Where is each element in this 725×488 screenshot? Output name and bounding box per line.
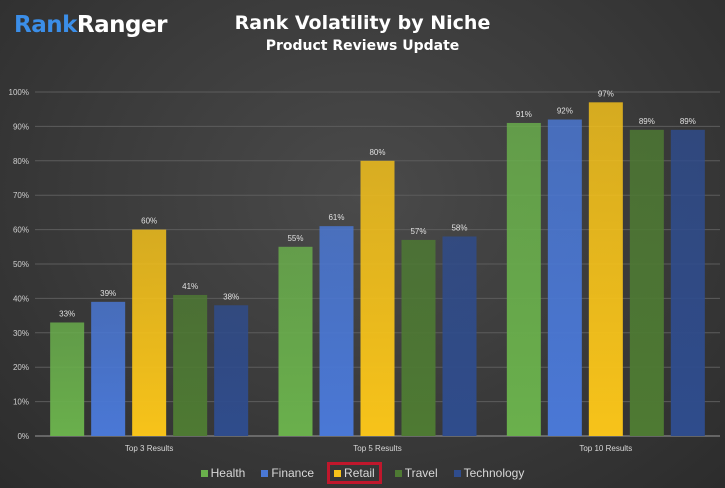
legend-label: Finance	[271, 466, 315, 480]
bar	[132, 229, 167, 436]
data-label: 89%	[680, 117, 696, 126]
y-tick-label: 20%	[13, 363, 29, 372]
legend-item-technology: Technology	[451, 464, 528, 482]
y-tick-label: 30%	[13, 329, 29, 338]
bar	[629, 129, 664, 436]
bar	[547, 119, 582, 437]
legend-swatch	[453, 469, 461, 477]
bar	[278, 246, 313, 436]
bar	[50, 322, 85, 436]
data-label: 55%	[287, 234, 303, 243]
data-label: 92%	[557, 107, 573, 116]
data-label: 58%	[451, 223, 467, 232]
y-tick-label: 10%	[13, 398, 29, 407]
y-tick-label: 50%	[13, 260, 29, 269]
chart-legend: Health Finance Retail Travel Technology	[0, 462, 725, 484]
x-category-label: Top 10 Results	[579, 444, 632, 453]
data-label: 39%	[100, 289, 116, 298]
legend-label: Retail	[344, 466, 375, 480]
y-tick-label: 90%	[13, 122, 29, 131]
legend-item-finance: Finance	[258, 464, 317, 482]
bar	[401, 239, 436, 436]
legend-item-health: Health	[198, 464, 249, 482]
legend-label: Technology	[463, 466, 525, 480]
legend-item-travel: Travel	[392, 464, 441, 482]
logo-part-rank: Rank	[14, 12, 77, 38]
legend-item-retail: Retail	[327, 462, 382, 484]
bar	[588, 102, 623, 436]
bar	[506, 122, 541, 437]
y-tick-label: 0%	[17, 432, 29, 441]
data-label: 33%	[59, 309, 75, 318]
data-label: 91%	[516, 110, 532, 119]
y-tick-label: 80%	[13, 157, 29, 166]
data-label: 80%	[369, 148, 385, 157]
bar	[91, 301, 126, 436]
data-label: 97%	[598, 89, 614, 98]
bar	[319, 226, 354, 436]
bar	[670, 129, 705, 436]
data-label: 60%	[141, 217, 157, 226]
y-tick-label: 100%	[9, 88, 29, 97]
data-label: 61%	[328, 213, 344, 222]
x-category-label: Top 5 Results	[353, 444, 401, 453]
data-label: 38%	[223, 292, 239, 301]
legend-swatch	[200, 469, 208, 477]
legend-swatch	[261, 469, 269, 477]
chart-titles: Rank Volatility by Niche Product Reviews…	[0, 12, 725, 54]
chart-title: Rank Volatility by Niche	[234, 12, 491, 34]
rankranger-logo: RankRanger	[14, 12, 167, 38]
logo-part-ranger: Ranger	[76, 12, 168, 38]
data-label: 57%	[410, 227, 426, 236]
bar	[173, 294, 208, 436]
data-label: 41%	[182, 282, 198, 291]
legend-label: Travel	[404, 466, 438, 480]
chart-subtitle: Product Reviews Update	[265, 38, 460, 54]
y-tick-label: 70%	[13, 191, 29, 200]
data-label: 89%	[639, 117, 655, 126]
legend-label: Health	[210, 466, 246, 480]
legend-swatch	[334, 469, 342, 477]
y-tick-label: 60%	[13, 226, 29, 235]
y-tick-label: 40%	[13, 294, 29, 303]
bar	[360, 160, 395, 437]
bar	[214, 305, 249, 436]
x-category-label: Top 3 Results	[125, 444, 173, 453]
legend-swatch	[394, 469, 402, 477]
bar	[442, 236, 477, 436]
